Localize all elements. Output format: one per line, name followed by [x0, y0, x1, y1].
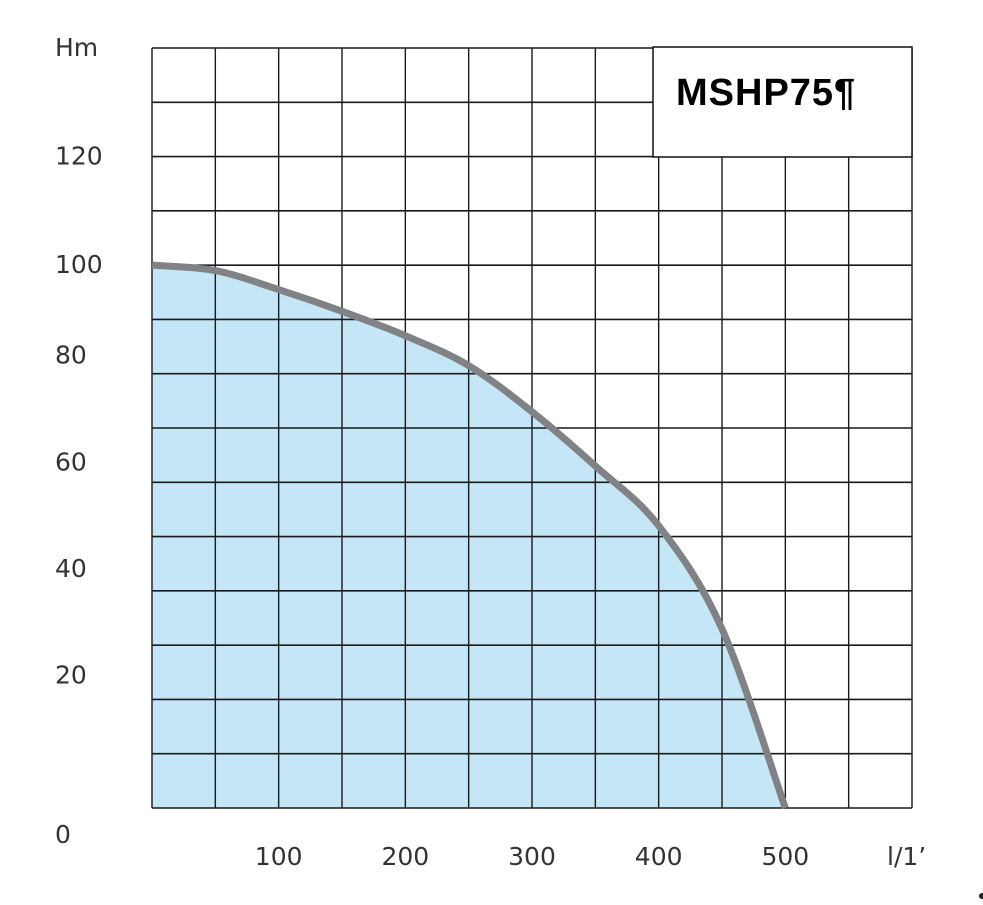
y-tick-label: 80: [55, 341, 87, 370]
y-axis-label: Hm: [55, 33, 98, 62]
y-tick-label: 60: [55, 447, 87, 476]
y-tick-label: 120: [55, 142, 103, 171]
y-tick-label: 100: [55, 250, 103, 279]
x-tick-label: 100: [255, 842, 303, 871]
title-box: [652, 46, 913, 158]
x-tick-label: 500: [761, 842, 809, 871]
y-tick-label: 0: [55, 820, 71, 849]
x-tick-label: 400: [635, 842, 683, 871]
chart-title: MSHP75¶: [676, 72, 856, 114]
x-axis-label: l/1’: [887, 842, 926, 871]
stray-dot: [979, 893, 983, 899]
x-tick-label: 200: [381, 842, 429, 871]
y-tick-label: 40: [55, 554, 87, 583]
pump-curve-line: [151, 261, 789, 810]
x-tick-label: 300: [508, 842, 556, 871]
y-tick-label: 20: [55, 660, 87, 689]
